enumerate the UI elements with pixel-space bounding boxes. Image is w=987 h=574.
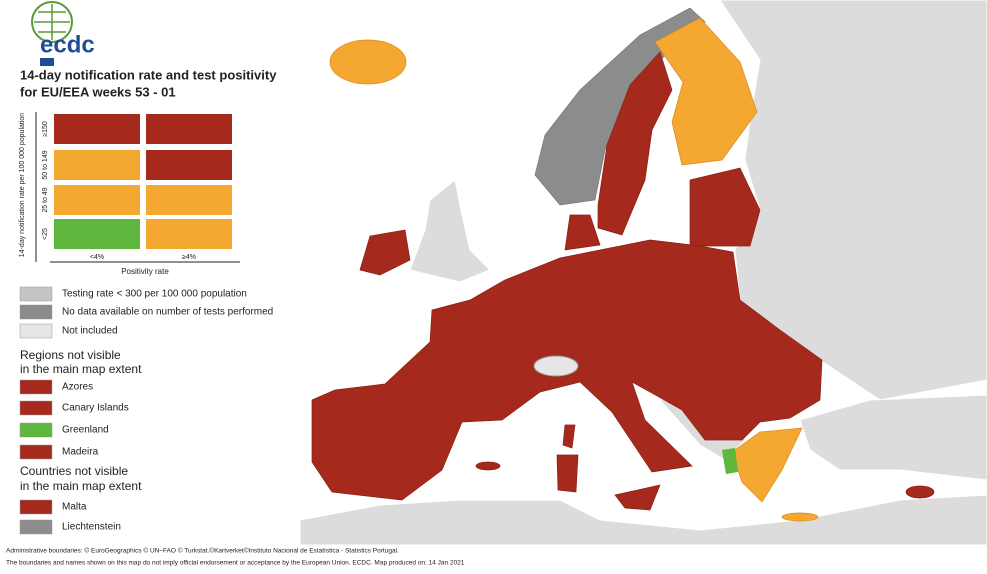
legend-label: Testing rate < 300 per 100 000 populatio… (62, 289, 247, 300)
legend-label: Madeira (62, 447, 99, 458)
row-label: 25 to 49 (42, 187, 49, 212)
logo: ecdc (31, 1, 95, 66)
matrix-cell (52, 183, 142, 217)
matrix-cell (52, 148, 142, 182)
logo-grid (34, 4, 70, 40)
row-label: 50 to 149 (42, 150, 49, 179)
ireland (359, 229, 411, 276)
legend-swatch (19, 444, 53, 460)
cyprus (905, 485, 935, 499)
logo-text: ecdc (40, 31, 95, 58)
legend-heading: Regions not visible (20, 348, 121, 362)
sweden (597, 51, 673, 236)
legend-heading: in the main map extent (20, 479, 142, 493)
title-line: for EU/EEA weeks 53 - 01 (20, 84, 176, 99)
x-axis-label: Positivity rate (121, 267, 169, 276)
title-line: 14-day notification rate and test positi… (20, 67, 277, 82)
legend-swatch (19, 422, 53, 438)
row-label: ≥150 (42, 121, 49, 137)
sardinia (556, 454, 579, 493)
iceland (329, 39, 407, 85)
balearic-islands (475, 461, 501, 471)
y-axis-label: 14-day notification rate per 100 000 pop… (19, 113, 26, 257)
legend-swatch (19, 400, 53, 416)
legend-swatch (19, 286, 53, 302)
legend-swatch (19, 519, 53, 535)
column-label: <4% (90, 254, 104, 261)
eu-flag (40, 58, 54, 66)
column-label: ≥4% (182, 254, 196, 261)
uk-land (409, 179, 491, 283)
legend: Testing rate < 300 per 100 000 populatio… (19, 286, 273, 535)
switzerland (533, 355, 579, 377)
matrix-cell (144, 217, 234, 251)
corsica (562, 424, 576, 449)
footer-line: The boundaries and names shown on this m… (6, 560, 465, 567)
matrix-cell (52, 112, 142, 146)
greece (731, 427, 803, 503)
africa-land (299, 494, 987, 546)
matrix-cell (144, 183, 234, 217)
map (299, 0, 987, 546)
legend-label: Greenland (62, 425, 109, 436)
legend-label: No data available on number of tests per… (62, 307, 273, 318)
finland (654, 17, 758, 166)
legend-swatch (19, 323, 53, 339)
legend-label: Canary Islands (62, 403, 129, 414)
baltic-states (689, 167, 761, 247)
matrix-cell (144, 112, 234, 146)
legend-heading: in the main map extent (20, 362, 142, 376)
legend-heading: Countries not visible (20, 464, 128, 478)
row-label: <25 (42, 228, 49, 240)
footer-line: Administrative boundaries: © EuroGeograp… (6, 547, 399, 555)
legend-swatch (19, 304, 53, 320)
matrix-cell (144, 148, 234, 182)
legend-swatch (19, 379, 53, 395)
legend-label: Not included (62, 326, 118, 337)
denmark (564, 214, 601, 251)
sicily (614, 484, 661, 511)
legend-label: Malta (62, 502, 87, 513)
matrix: ≥150 50 to 149 25 to 49 <25 <4% ≥4% (42, 112, 234, 261)
legend-label: Azores (62, 382, 93, 393)
legend-label: Liechtenstein (62, 522, 121, 533)
albania (722, 448, 738, 474)
matrix-cell (52, 217, 142, 251)
legend-swatch (19, 499, 53, 515)
turkey-land (799, 394, 987, 481)
crete (781, 512, 819, 522)
